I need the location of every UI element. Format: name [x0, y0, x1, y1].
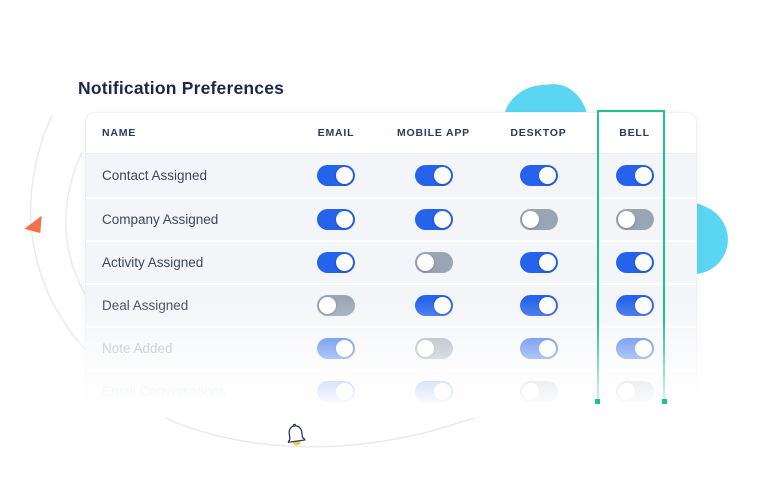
toggle-bell[interactable]	[615, 295, 654, 316]
column-header-name: NAME	[102, 127, 137, 139]
column-header-email: EMAIL	[317, 127, 355, 139]
toggle-knob	[617, 211, 635, 228]
toggle-knob	[634, 167, 652, 184]
highlight-handle-dot-right	[662, 399, 667, 404]
table-row: Activity Assigned	[86, 240, 696, 283]
toggle-knob	[521, 383, 539, 400]
row-name: Contact Assigned	[102, 168, 208, 183]
toggle-mobile-app[interactable]	[414, 295, 453, 316]
table-row: Contact Assigned	[86, 154, 696, 197]
toggle-email[interactable]	[317, 338, 355, 359]
toggle-desktop[interactable]	[519, 165, 558, 186]
toggle-email[interactable]	[317, 252, 355, 273]
toggle-knob	[416, 340, 434, 357]
toggle-email[interactable]	[317, 381, 355, 402]
row-name: Note Added	[102, 341, 173, 356]
toggle-desktop[interactable]	[519, 252, 558, 273]
toggle-desktop[interactable]	[519, 381, 558, 402]
table-row: Note Added	[86, 326, 696, 369]
toggle-knob	[538, 297, 556, 314]
toggle-mobile-app[interactable]	[414, 338, 453, 359]
toggle-knob	[617, 383, 635, 400]
toggle-mobile-app[interactable]	[414, 165, 453, 186]
toggle-knob	[634, 254, 652, 271]
bell-icon	[287, 423, 306, 446]
table-row: Email Conversations	[86, 369, 696, 407]
column-header-desktop: DESKTOP	[510, 127, 567, 139]
toggle-mobile-app[interactable]	[414, 252, 453, 273]
toggle-knob	[634, 297, 652, 314]
toggle-mobile-app[interactable]	[414, 381, 453, 402]
toggle-bell[interactable]	[615, 252, 654, 273]
toggle-bell[interactable]	[615, 165, 654, 186]
preferences-table: NAME EMAIL MOBILE APP DESKTOP BELL Conta…	[85, 112, 697, 408]
toggle-knob	[416, 254, 434, 271]
toggle-knob	[433, 167, 451, 184]
toggle-knob	[336, 211, 353, 228]
table-body: Contact Assigned Company Assigned	[86, 154, 696, 407]
row-name: Activity Assigned	[102, 255, 204, 270]
toggle-knob	[538, 340, 556, 357]
page-title: Notification Preferences	[78, 77, 285, 98]
toggle-desktop[interactable]	[519, 209, 558, 230]
column-header-bell: BELL	[619, 127, 650, 139]
column-header-mobile-app: MOBILE APP	[397, 127, 470, 139]
toggle-knob	[538, 254, 556, 271]
toggle-bell[interactable]	[615, 209, 654, 230]
toggle-knob	[521, 211, 539, 228]
toggle-bell[interactable]	[615, 338, 654, 359]
row-name: Deal Assigned	[102, 298, 189, 313]
toggle-knob	[319, 297, 336, 314]
toggle-knob	[336, 167, 353, 184]
toggle-knob	[336, 383, 353, 400]
table-header-row: NAME EMAIL MOBILE APP DESKTOP BELL	[86, 113, 696, 154]
toggle-mobile-app[interactable]	[414, 209, 453, 230]
row-name: Email Conversations	[102, 384, 226, 399]
toggle-email[interactable]	[317, 165, 355, 186]
table-row: Company Assigned	[86, 197, 696, 240]
highlight-handle-dot-left	[595, 399, 600, 404]
toggle-knob	[538, 167, 556, 184]
toggle-knob	[634, 340, 652, 357]
toggle-email[interactable]	[317, 209, 355, 230]
toggle-knob	[336, 254, 353, 271]
row-name: Company Assigned	[102, 212, 219, 227]
toggle-knob	[336, 340, 353, 357]
toggle-email[interactable]	[317, 295, 355, 316]
table-row: Deal Assigned	[86, 283, 696, 326]
toggle-desktop[interactable]	[519, 295, 558, 316]
toggle-bell[interactable]	[615, 381, 654, 402]
toggle-desktop[interactable]	[519, 338, 558, 359]
toggle-knob	[433, 383, 451, 400]
toggle-knob	[433, 297, 451, 314]
toggle-knob	[433, 211, 451, 228]
